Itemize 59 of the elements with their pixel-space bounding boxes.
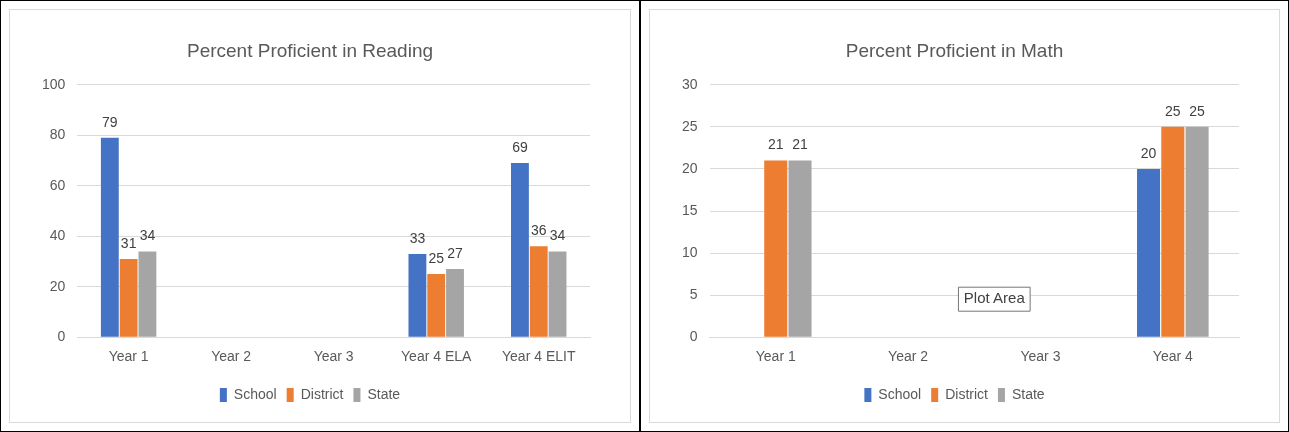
legend-label: District (945, 385, 989, 402)
y-tick-label: 5 (689, 285, 698, 302)
x-tick-label: Year 4 ELA (401, 348, 473, 365)
data-label: 20 (1140, 144, 1157, 161)
legend-label: State (367, 385, 401, 402)
y-tick-label: 20 (49, 277, 66, 294)
x-tick-label: Year 2 (888, 348, 929, 365)
bar (548, 251, 567, 337)
data-label: 36 (530, 222, 547, 239)
bar (446, 269, 464, 337)
legend-label: School (878, 385, 922, 402)
x-tick-label: Year 4 ELIT (502, 348, 576, 365)
y-tick-label: 30 (681, 75, 698, 92)
data-label: 79 (102, 113, 118, 130)
x-tick-label: Year 1 (755, 348, 796, 365)
y-tick-label: 15 (681, 201, 698, 218)
x-tick-label: Year 1 (108, 348, 149, 365)
bar (1185, 126, 1209, 337)
bar (1137, 168, 1161, 337)
data-label: 31 (120, 234, 137, 251)
x-tick-label: Year 3 (313, 348, 354, 365)
y-tick-label: 20 (681, 159, 698, 176)
y-tick-label: 60 (49, 176, 66, 193)
x-tick-label: Year 3 (1020, 348, 1061, 365)
data-label: 25 (1189, 102, 1206, 119)
chart-title: Percent Proficient in Math (845, 39, 1064, 61)
data-label: 25 (1165, 102, 1181, 119)
data-label: 25 (428, 249, 445, 266)
y-tick-label: 0 (689, 328, 698, 345)
bar (427, 274, 446, 337)
x-tick-label: Year 2 (211, 348, 252, 365)
y-tick-label: 100 (42, 75, 66, 92)
y-tick-label: 0 (57, 328, 66, 345)
data-label: 21 (792, 136, 809, 153)
annotation: Plot Area (963, 289, 1026, 307)
x-tick-label: Year 4 (1152, 348, 1194, 365)
bar (1161, 126, 1185, 337)
y-tick-label: 80 (49, 126, 66, 143)
y-tick-label: 25 (681, 117, 698, 134)
y-tick-label: 10 (681, 243, 698, 260)
bar (100, 137, 119, 337)
legend-label: District (300, 385, 344, 402)
bar (511, 163, 529, 337)
data-label: 34 (139, 227, 156, 244)
bar (138, 251, 157, 337)
data-label: 69 (512, 138, 528, 155)
data-label: 34 (549, 227, 566, 244)
bar (119, 258, 138, 337)
chart-title: Percent Proficient in Reading (186, 39, 434, 61)
bar (788, 160, 812, 337)
bar (529, 246, 548, 337)
bar (408, 253, 427, 337)
y-tick-label: 40 (49, 227, 66, 244)
legend-label: School (233, 385, 277, 402)
bar (764, 160, 788, 337)
data-label: 27 (447, 244, 463, 261)
data-label: 33 (409, 229, 426, 246)
legend-label: State (1011, 385, 1045, 402)
data-label: 21 (767, 136, 784, 153)
